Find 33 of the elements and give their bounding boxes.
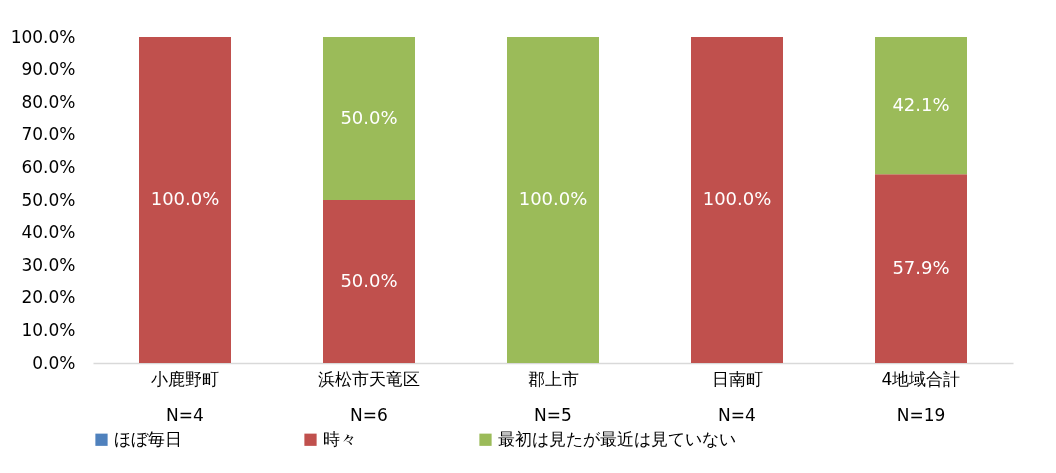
y-tick-label: 50.0% <box>21 189 76 210</box>
y-tick-label: 10.0% <box>21 319 76 340</box>
data-label: 42.1% <box>892 93 950 115</box>
y-tick-label: 80.0% <box>21 91 76 112</box>
data-label: 50.0% <box>340 106 398 128</box>
x-tick-label: 4地域合計 N=19 <box>881 368 961 425</box>
y-tick-label: 40.0% <box>21 222 76 243</box>
legend-label: ほぼ毎日 <box>114 428 182 449</box>
data-label: 100.0% <box>150 188 220 209</box>
bar <box>323 200 415 363</box>
bar <box>691 37 783 363</box>
y-tick-label: 90.0% <box>21 59 76 80</box>
legend-label: 最初は見たが最近は見ていない <box>498 428 736 449</box>
y-tick-label: 20.0% <box>21 287 76 308</box>
bar <box>875 37 967 175</box>
bar <box>507 37 599 363</box>
bar <box>875 174 967 363</box>
bar <box>323 37 415 200</box>
legend-label: 時々 <box>323 428 357 449</box>
bar <box>139 37 231 363</box>
x-tick-label: 浜松市天竜区 N=6 <box>318 368 420 425</box>
y-tick-label: 0.0% <box>32 352 76 373</box>
x-tick-label: 小鹿野町 N=4 <box>151 368 219 425</box>
x-tick-label: 郡上市 N=5 <box>527 368 579 425</box>
x-tick-label: 日南町 N=4 <box>711 368 763 425</box>
data-label: 50.0% <box>340 269 398 291</box>
data-label: 57.9% <box>892 256 950 278</box>
data-label: 100.0% <box>518 188 588 209</box>
y-tick-label: 100.0% <box>10 26 76 47</box>
y-tick-label: 30.0% <box>21 254 76 275</box>
y-tick-label: 60.0% <box>21 156 76 177</box>
y-tick-label: 70.0% <box>21 124 76 145</box>
data-label: 100.0% <box>702 188 772 209</box>
